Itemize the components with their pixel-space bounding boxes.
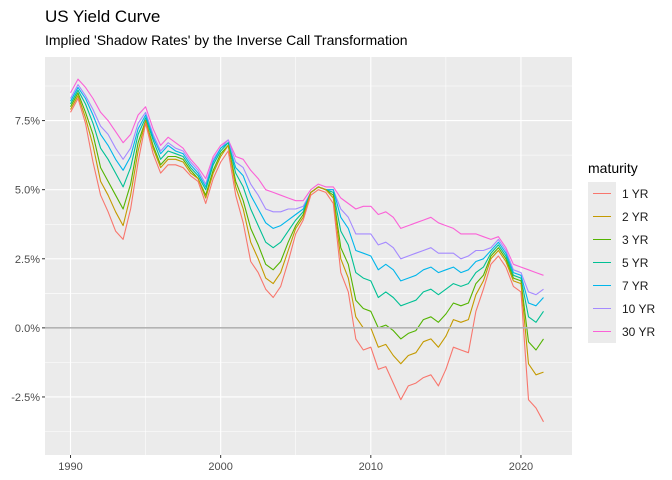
legend-key xyxy=(588,320,616,343)
y-tick-label: 5.0% xyxy=(15,185,40,197)
legend-item: 7 YR xyxy=(588,274,655,297)
series-line-30-yr xyxy=(70,78,544,276)
legend-item: 3 YR xyxy=(588,228,655,251)
legend-key xyxy=(588,205,616,228)
legend-swatch xyxy=(593,239,611,240)
legend-key xyxy=(588,297,616,320)
legend-key xyxy=(588,228,616,251)
x-tick-label: 2020 xyxy=(509,461,533,473)
legend-item: 10 YR xyxy=(588,297,655,320)
legend-item: 5 YR xyxy=(588,251,655,274)
legend-label: 7 YR xyxy=(622,278,649,293)
x-tick-label: 1990 xyxy=(58,461,82,473)
y-tick-label: 0.0% xyxy=(15,323,40,335)
legend-label: 2 YR xyxy=(622,209,649,224)
legend-swatch xyxy=(593,285,611,286)
legend-swatch xyxy=(593,262,611,263)
series-layer xyxy=(45,78,572,423)
legend-label: 30 YR xyxy=(622,324,656,339)
legend-label: 3 YR xyxy=(622,232,649,247)
y-tick-label: 7.5% xyxy=(15,116,40,128)
x-tick-label: 2010 xyxy=(359,461,383,473)
legend: maturity 1 YR 2 YR 3 YR 5 YR 7 YR 10 YR … xyxy=(588,160,655,343)
legend-items: 1 YR 2 YR 3 YR 5 YR 7 YR 10 YR 30 YR xyxy=(588,182,655,343)
y-tick-label: -2.5% xyxy=(11,392,40,404)
legend-key xyxy=(588,182,616,205)
legend-label: 1 YR xyxy=(622,186,649,201)
series-line-10-yr xyxy=(70,84,544,296)
legend-swatch xyxy=(593,331,611,332)
legend-item: 1 YR xyxy=(588,182,655,205)
legend-label: 10 YR xyxy=(622,301,656,316)
plot-panel xyxy=(45,57,572,455)
legend-title: maturity xyxy=(588,160,638,176)
legend-swatch xyxy=(593,308,611,309)
legend-key xyxy=(588,274,616,297)
legend-key xyxy=(588,251,616,274)
y-tick-label: 2.5% xyxy=(15,254,40,266)
grid-layer xyxy=(45,57,572,455)
series-line-1-yr xyxy=(70,97,544,423)
chart-title: US Yield Curve xyxy=(45,7,161,26)
chart-subtitle: Implied 'Shadow Rates' by the Inverse Ca… xyxy=(45,32,408,48)
legend-item: 30 YR xyxy=(588,320,655,343)
legend-item: 2 YR xyxy=(588,205,655,228)
legend-swatch xyxy=(593,193,611,194)
legend-label: 5 YR xyxy=(622,255,649,270)
x-tick-label: 2000 xyxy=(208,461,232,473)
legend-swatch xyxy=(593,216,611,217)
series-line-2-yr xyxy=(70,95,544,376)
axis-layer: 1990 2000 2010 2020 -2.5% 0.0% 2.5% 5.0% 7.5% xyxy=(11,116,533,473)
